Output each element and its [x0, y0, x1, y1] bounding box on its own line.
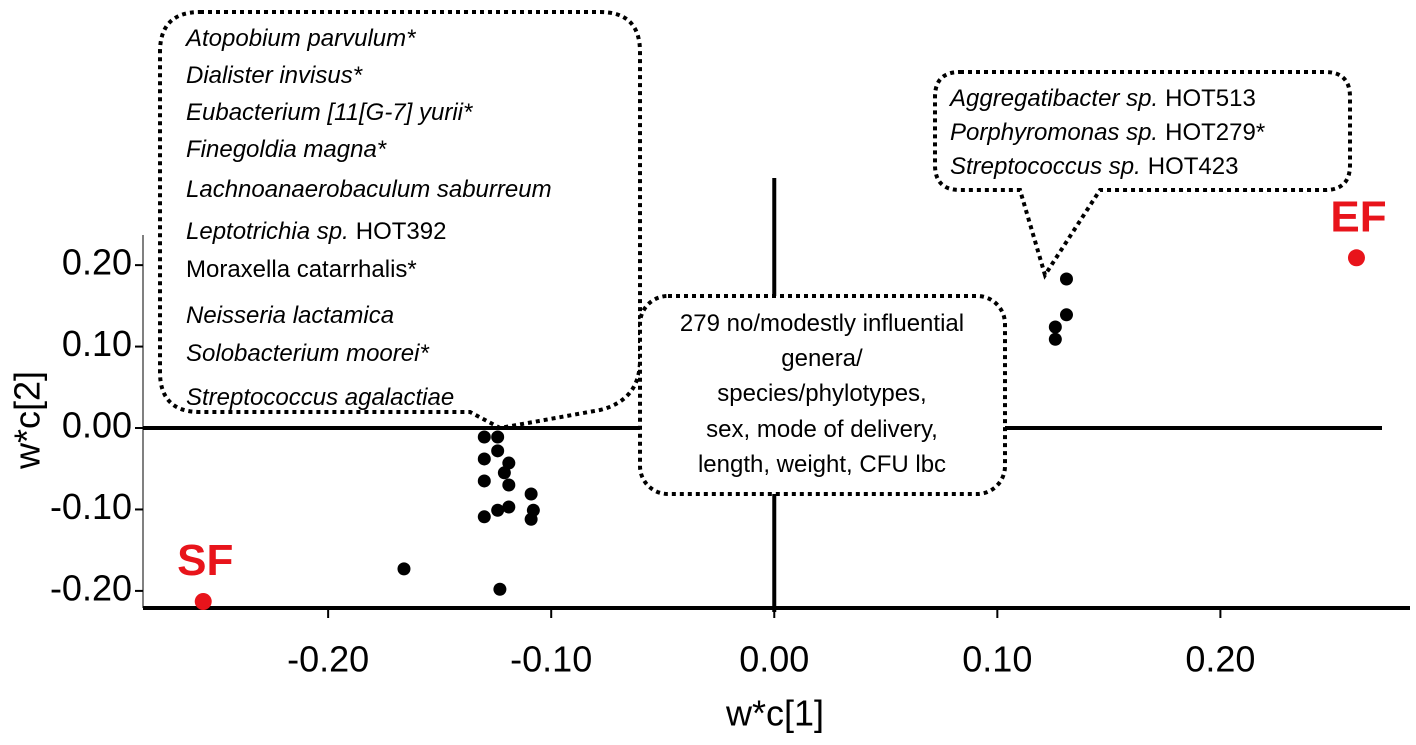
annotation-line: Lachnoanaerobaculum saburreum — [186, 176, 552, 203]
point — [491, 503, 505, 517]
annotation-line: Neisseria lactamica — [186, 302, 394, 329]
annotation-line: Leptotrichia sp. HOT392 — [186, 218, 446, 245]
point — [1059, 272, 1073, 286]
y-tick-label: 0.20 — [62, 242, 132, 283]
point — [491, 444, 505, 458]
annotation-line: Aggregatibacter sp. HOT513 — [948, 85, 1256, 112]
annotation-text: Leptotrichia sp. — [186, 218, 349, 245]
annotation-text: Solobacterium moorei* — [186, 340, 429, 367]
group-point — [194, 592, 212, 610]
annotation-text: Moraxella catarrhalis* — [186, 256, 417, 283]
point — [477, 474, 491, 488]
annotation-line: genera/ — [781, 345, 863, 372]
annotation-line: Solobacterium moorei* — [186, 340, 429, 367]
point — [502, 478, 516, 492]
annotation-text: Porphyromonas sp. — [950, 119, 1158, 146]
annotation-text: Atopobium parvulum* — [184, 25, 416, 52]
x-tick-label: 0.20 — [1185, 639, 1255, 680]
x-tick-label: 0.00 — [739, 639, 809, 680]
annotation-text: HOT279* — [1165, 119, 1265, 146]
annotation-line: Moraxella catarrhalis* — [186, 256, 417, 283]
annotation-text: HOT392 — [356, 218, 447, 245]
annotation-line: Eubacterium [11[G-7] yurii* — [186, 99, 473, 126]
annotation-line: sex, mode of delivery, — [706, 416, 938, 443]
y-tick-label: 0.00 — [62, 405, 132, 446]
point — [502, 456, 516, 470]
annotation-text: Finegoldia magna* — [186, 136, 387, 163]
annotation-text: 279 no/modestly influential — [680, 310, 964, 337]
annotation-text: Streptococcus agalactiae — [186, 384, 454, 411]
annotation-line: Streptococcus agalactiae — [186, 384, 454, 411]
callout-box — [933, 70, 1352, 280]
point — [1059, 308, 1073, 322]
point — [502, 500, 516, 514]
annotation-text: Aggregatibacter sp. — [948, 85, 1158, 112]
group-label: EF — [1330, 192, 1386, 241]
annotation-text: Dialister invisus* — [186, 62, 363, 89]
point — [524, 512, 538, 526]
y-tick-label: -0.10 — [50, 486, 132, 527]
annotation-line: Streptococcus sp. HOT423 — [950, 153, 1238, 180]
point — [491, 430, 505, 444]
point — [397, 562, 411, 576]
group-point — [1347, 249, 1365, 267]
x-axis-label: w*c[1] — [725, 693, 824, 734]
group-label: SF — [177, 536, 233, 585]
annotation-text: Neisseria lactamica — [186, 302, 394, 329]
annotation-line: Dialister invisus* — [186, 62, 363, 89]
annotation-text: length, weight, CFU lbc — [698, 451, 946, 478]
annotation-line: 279 no/modestly influential — [680, 310, 964, 337]
annotation-line: Finegoldia magna* — [186, 136, 387, 163]
point — [1048, 320, 1062, 334]
point — [524, 487, 538, 501]
annotation-line: length, weight, CFU lbc — [698, 451, 946, 478]
point — [477, 452, 491, 466]
annotation-line: species/phylotypes, — [717, 380, 926, 407]
y-tick-label: 0.10 — [62, 323, 132, 364]
annotation-text: species/phylotypes, — [717, 380, 926, 407]
point — [493, 582, 507, 596]
annotation-text: HOT513 — [1165, 85, 1256, 112]
y-axis-label: w*c[2] — [7, 371, 48, 470]
annotation-line: Porphyromonas sp. HOT279* — [950, 119, 1265, 146]
annotation-text: genera/ — [781, 345, 863, 372]
point — [1048, 332, 1062, 346]
point — [477, 430, 491, 444]
annotation-text: Lachnoanaerobaculum saburreum — [186, 176, 552, 203]
x-tick-label: 0.10 — [962, 639, 1032, 680]
point — [497, 466, 511, 480]
annotation-text: HOT423 — [1148, 153, 1239, 180]
x-tick-label: -0.20 — [287, 639, 369, 680]
y-tick-label: -0.20 — [50, 567, 132, 608]
annotation-text: Streptococcus sp. — [950, 153, 1141, 180]
callout-box — [638, 294, 1007, 496]
annotation-text: sex, mode of delivery, — [706, 416, 938, 443]
annotation-text: Eubacterium [11[G-7] yurii* — [186, 99, 473, 126]
point — [477, 510, 491, 524]
annotation-line: Atopobium parvulum* — [184, 25, 416, 52]
x-tick-label: -0.10 — [510, 639, 592, 680]
